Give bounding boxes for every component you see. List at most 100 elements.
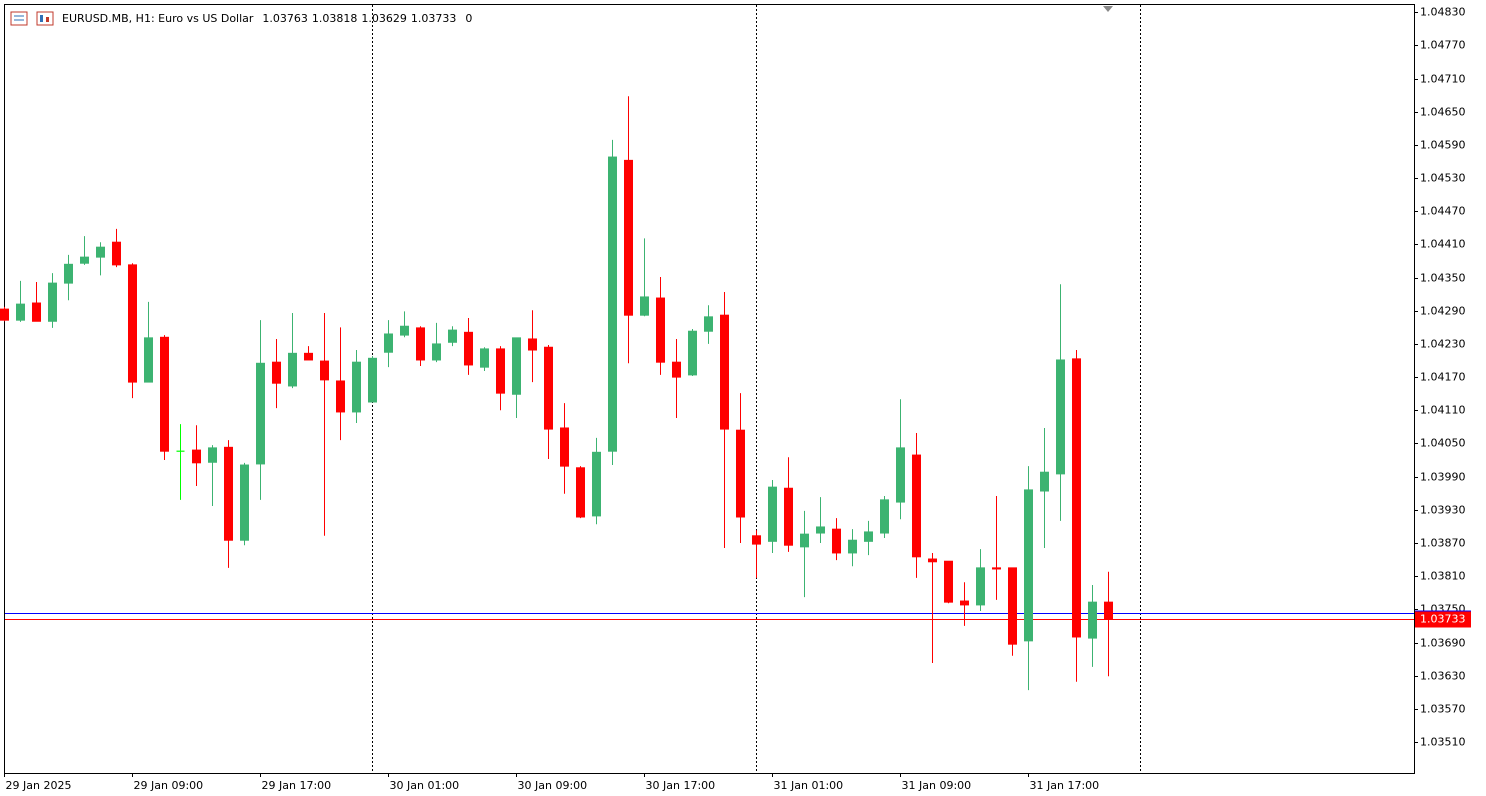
candle-body <box>448 329 457 343</box>
candle-body <box>496 348 505 394</box>
candle-body <box>320 360 329 381</box>
icon-bar <box>40 15 43 22</box>
candle-body <box>624 159 633 316</box>
candle-body <box>80 256 89 264</box>
candle-body <box>288 352 297 387</box>
candle-body <box>736 429 745 518</box>
y-tick-label: 1.03630 <box>1420 670 1466 683</box>
candle-body <box>656 297 665 363</box>
candle-body <box>880 499 889 534</box>
x-tick-label: 30 Jan 01:00 <box>390 779 460 792</box>
candle-body <box>512 337 521 395</box>
icon-bar <box>46 17 49 22</box>
candle-body <box>608 156 617 452</box>
candle-body <box>64 263 73 284</box>
icon <box>36 11 54 26</box>
candle-body <box>896 447 905 503</box>
header-close: 1.03733 <box>411 12 457 25</box>
bid-label: 1.03733 <box>1420 613 1466 626</box>
candle-body <box>544 346 553 430</box>
candle-body <box>128 264 137 383</box>
candle-body <box>272 361 281 384</box>
candle-body <box>592 451 601 517</box>
candle-body <box>192 449 201 464</box>
candle-body <box>752 535 761 545</box>
symbol-icons <box>10 11 54 26</box>
candle-body <box>1104 601 1113 620</box>
candle-body <box>144 337 153 383</box>
candle-body <box>240 464 249 541</box>
y-tick-label: 1.03810 <box>1420 570 1466 583</box>
header-open: 1.03763 <box>262 12 308 25</box>
candle-body <box>976 567 985 606</box>
header-high: 1.03818 <box>312 12 358 25</box>
y-tick-label: 1.04170 <box>1420 371 1466 384</box>
header-title: EURUSD.MB, H1: Euro vs US Dollar <box>62 12 254 25</box>
candle-body <box>960 600 969 606</box>
candle-body <box>400 325 409 336</box>
candle-body <box>720 314 729 430</box>
x-tick-label: 31 Jan 17:00 <box>1030 779 1100 792</box>
candle-body <box>48 282 57 322</box>
y-tick-label: 1.03690 <box>1420 637 1466 650</box>
x-tick-label: 31 Jan 01:00 <box>774 779 844 792</box>
candle-body <box>304 352 313 361</box>
candle-body <box>784 487 793 546</box>
candle-body <box>432 343 441 361</box>
candle-body <box>1040 471 1049 492</box>
y-tick-label: 1.04650 <box>1420 106 1466 119</box>
y-tick-label: 1.04110 <box>1420 404 1466 417</box>
candle-body <box>384 333 393 353</box>
candle-body <box>464 331 473 366</box>
candle-body <box>560 427 569 467</box>
candle-body <box>1056 359 1065 475</box>
x-tick-label: 29 Jan 17:00 <box>262 779 332 792</box>
chart-header: EURUSD.MB, H1: Euro vs US Dollar 1.03763 1… <box>62 12 472 25</box>
candle-body <box>1024 489 1033 642</box>
plot-frame <box>4 4 1415 774</box>
y-tick-label: 1.04290 <box>1420 305 1466 318</box>
candle-body <box>416 327 425 361</box>
candle-body <box>816 526 825 534</box>
candle-body <box>832 528 841 554</box>
candle-body <box>112 241 121 266</box>
y-tick-label: 1.03990 <box>1420 471 1466 484</box>
candle-body <box>928 558 937 563</box>
x-tick-label: 30 Jan 17:00 <box>646 779 716 792</box>
candle-body <box>0 308 9 321</box>
y-tick-label: 1.03870 <box>1420 537 1466 550</box>
candle-body <box>768 486 777 542</box>
candle-body <box>528 338 537 351</box>
candle-body <box>1088 601 1097 639</box>
header-low: 1.03629 <box>361 12 407 25</box>
candle-body <box>96 246 105 258</box>
candle-body <box>160 336 169 452</box>
candle-body <box>208 447 217 463</box>
x-tick-label: 29 Jan 2025 <box>6 779 72 792</box>
candle-body <box>576 467 585 518</box>
x-tick-label: 30 Jan 09:00 <box>518 779 588 792</box>
candle-body <box>336 380 345 413</box>
y-tick-label: 1.03930 <box>1420 504 1466 517</box>
candle-body <box>992 567 1001 570</box>
y-tick-label: 1.04590 <box>1420 139 1466 152</box>
candle-body <box>640 296 649 316</box>
shift-marker <box>1103 6 1113 12</box>
candle-body <box>352 361 361 413</box>
candle-body <box>224 446 233 541</box>
candle-body <box>480 348 489 368</box>
y-tick-label: 1.04470 <box>1420 205 1466 218</box>
candle-body <box>672 361 681 378</box>
y-tick-label: 1.04710 <box>1420 73 1466 86</box>
candle-body <box>1072 358 1081 638</box>
candle-body <box>16 303 25 321</box>
y-tick-label: 1.04410 <box>1420 238 1466 251</box>
bid-label-box <box>1415 611 1471 628</box>
y-tick-label: 1.04350 <box>1420 272 1466 285</box>
candle-body <box>944 560 953 603</box>
x-tick-label: 31 Jan 09:00 <box>902 779 972 792</box>
y-tick-label: 1.04830 <box>1420 6 1466 19</box>
y-tick-label: 1.04530 <box>1420 172 1466 185</box>
